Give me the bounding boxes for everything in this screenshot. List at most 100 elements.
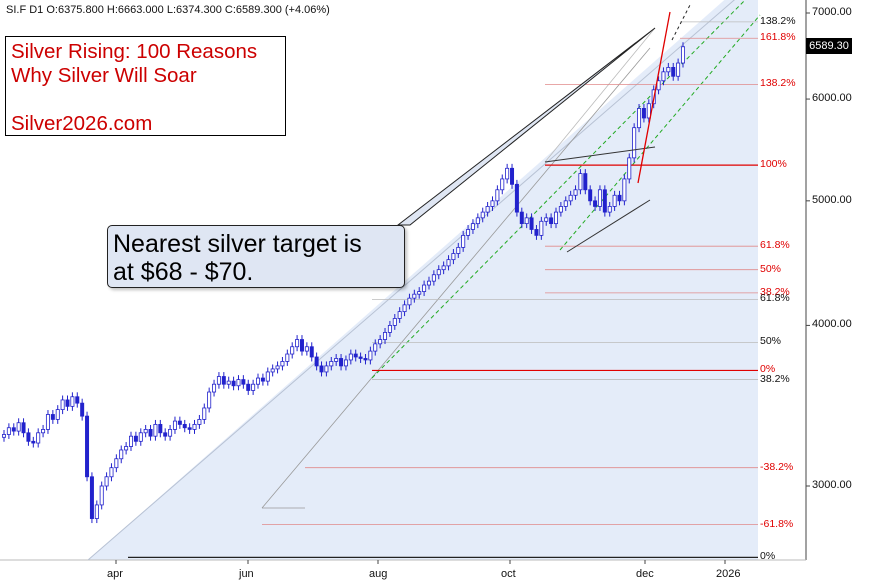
candle-body: [133, 435, 138, 442]
candle-body: [461, 234, 466, 248]
candle-body: [637, 108, 642, 129]
candle-body: [666, 67, 671, 73]
candle-body: [260, 377, 265, 382]
candle-body: [11, 427, 16, 432]
candle-body: [368, 350, 373, 361]
candle-body: [358, 356, 363, 359]
candle-body: [632, 127, 637, 159]
fan-line: [544, 27, 656, 163]
candle-body: [70, 396, 75, 407]
candle-body: [539, 220, 544, 236]
candle-body: [578, 173, 583, 191]
candle-body: [612, 194, 617, 207]
fib-level-label: 61.8%: [760, 292, 790, 305]
candle-body: [353, 353, 358, 358]
x-tick-label: apr: [107, 568, 123, 580]
candle-body: [236, 379, 241, 387]
candle-body: [397, 311, 402, 319]
candle-body: [656, 80, 661, 91]
candle-body: [231, 380, 236, 387]
candle-body: [329, 361, 334, 367]
black-dashed-projection: [671, 4, 691, 41]
x-tick-label: 2026: [716, 568, 741, 580]
candle-body: [280, 361, 285, 367]
channel-line-upper: [87, 0, 735, 561]
callout-line-2: at $68 - $70.: [113, 258, 254, 286]
red-trend-line: [637, 11, 671, 184]
candle-body: [431, 274, 436, 282]
y-tick-label: 5000.00: [812, 193, 852, 206]
candle-body: [75, 396, 80, 404]
candle-body: [500, 178, 505, 191]
candle-body: [417, 291, 422, 295]
candle-body: [412, 293, 417, 299]
candle-body: [549, 217, 554, 225]
candle-body: [36, 432, 41, 444]
candle-body: [627, 157, 632, 180]
last-price-label: 6589.30: [806, 38, 852, 54]
candle-body: [558, 206, 563, 213]
candle-body: [114, 458, 119, 469]
candle-body: [573, 189, 578, 196]
green-dashed-trend-2: [559, 14, 761, 251]
candle-body: [241, 379, 246, 385]
candle-body: [334, 358, 339, 362]
x-tick-label: aug: [369, 568, 388, 580]
candle-body: [383, 332, 388, 340]
callout-line-1: Nearest silver target is: [113, 230, 362, 258]
candle-body: [466, 229, 471, 236]
candle-body: [534, 229, 539, 236]
fib-level-label: 50%: [760, 335, 782, 348]
candle-body: [94, 504, 99, 519]
ohlc-header: SI.F D1 O:6375.800 H:6663.000 L:6374.300…: [6, 4, 330, 16]
target-callout: Nearest silver target is at $68 - $70.: [107, 225, 405, 288]
candle-body: [373, 343, 378, 352]
fib-level-label: 0%: [760, 363, 776, 376]
fib-level-label: 138.2%: [760, 77, 796, 90]
fib-level-label: -38.2%: [760, 460, 794, 473]
candle-body: [197, 419, 202, 425]
candle-body: [41, 429, 46, 434]
x-tick-label: jun: [239, 568, 254, 580]
candle-body: [148, 429, 153, 437]
candle-body: [319, 365, 324, 373]
candle-body: [85, 415, 90, 478]
candle-body: [256, 377, 261, 385]
candle-body: [475, 217, 480, 225]
candle-body: [172, 420, 177, 430]
fib-level-label: 50%: [760, 262, 782, 275]
candle-body: [6, 427, 11, 435]
candle-body: [514, 183, 519, 213]
candle-body: [246, 383, 251, 391]
candle-body: [602, 189, 607, 213]
candle-body: [441, 265, 446, 271]
candle-body: [641, 108, 646, 119]
candle-body: [119, 449, 124, 460]
candle-body: [544, 217, 549, 222]
y-tick-label: 4000.00: [812, 318, 852, 331]
promo-box: Silver Rising: 100 Reasons Why Silver Wi…: [5, 36, 286, 136]
candle-body: [216, 376, 221, 385]
candle-body: [343, 359, 348, 367]
candle-body: [324, 365, 329, 373]
candle-body: [285, 353, 290, 362]
candle-body: [495, 189, 500, 202]
candle-body: [407, 297, 412, 306]
candle-body: [202, 407, 207, 420]
candle-body: [402, 304, 407, 313]
y-tick-label: 7000.00: [812, 6, 852, 18]
candle-body: [622, 178, 627, 202]
candle-body: [138, 432, 143, 442]
candle-body: [583, 173, 588, 191]
pennant-lower-line: [566, 199, 651, 253]
fib-level-label: 38.2%: [760, 285, 790, 298]
channel-line-inner: [261, 47, 651, 509]
fib-level-label: 100%: [760, 158, 787, 171]
callout-pointer: [396, 27, 656, 226]
fib-level-label: 161.8%: [760, 31, 796, 44]
candle-body: [182, 423, 187, 429]
candle-body: [392, 318, 397, 326]
candle-body: [109, 467, 114, 478]
